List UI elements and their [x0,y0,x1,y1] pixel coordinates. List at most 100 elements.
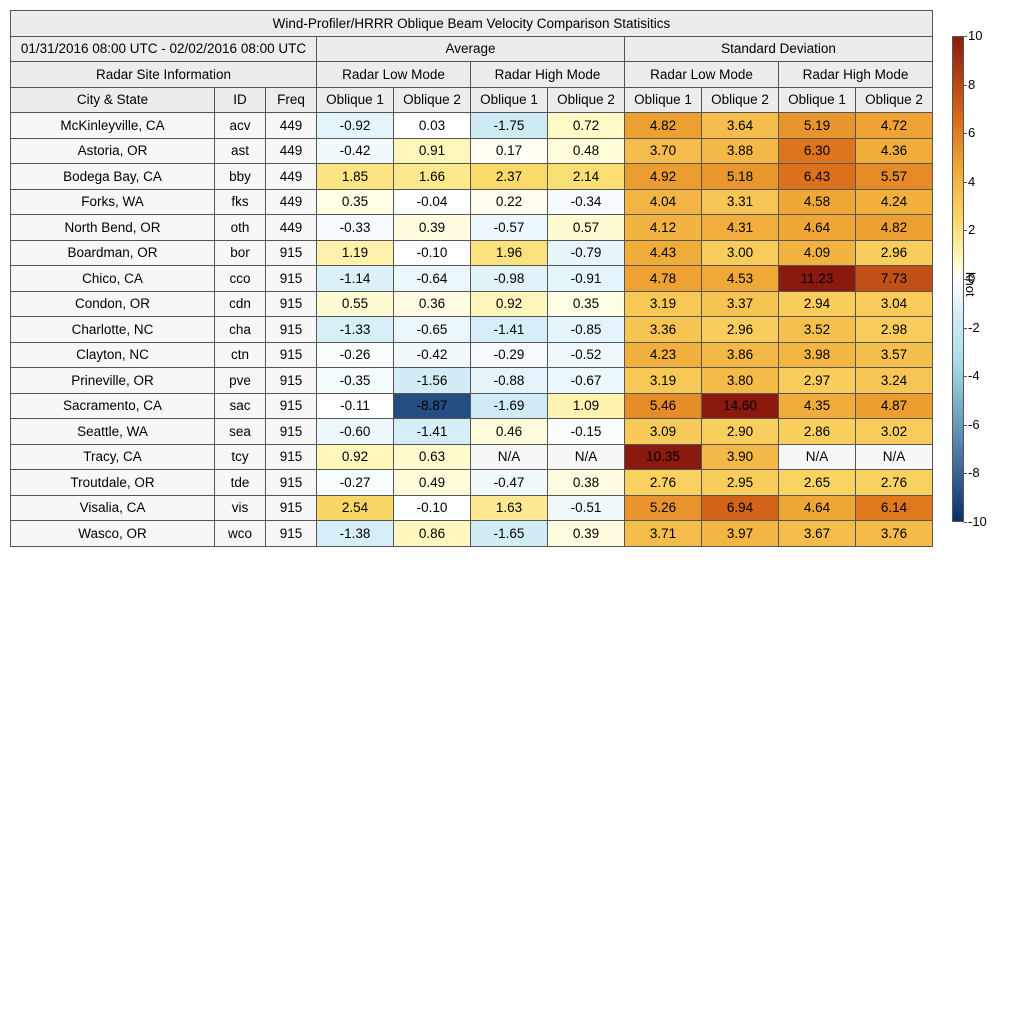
site-id: cco [214,265,266,292]
colorbar-tick-mark [964,522,967,523]
value-cell: 5.18 [701,163,779,190]
site-city: Astoria, OR [10,137,215,164]
value-cell: 10.35 [624,443,702,470]
site-freq: 915 [265,239,317,266]
value-cell: 4.43 [624,239,702,266]
value-cell: 4.87 [855,392,933,419]
col-header-std-low-ob2: Oblique 2 [701,86,779,113]
site-freq: 915 [265,316,317,343]
site-freq: 449 [265,112,317,139]
value-cell: 3.76 [855,520,933,547]
value-cell: 2.94 [778,290,856,317]
value-cell: 3.90 [701,443,779,470]
site-city: McKinleyville, CA [10,112,215,139]
value-cell: 0.63 [393,443,471,470]
value-cell: 2.97 [778,367,856,394]
table-body: McKinleyville, CA acv 449 -0.92 0.03 -1.75 0.7… [10,112,933,547]
value-cell: 0.55 [316,290,394,317]
std-high-mode-header: Radar High Mode [778,61,933,88]
value-cell: 5.46 [624,392,702,419]
colorbar [952,36,964,522]
site-freq: 915 [265,265,317,292]
colorbar-tick-label: -2 [968,319,980,335]
col-header-city: City & State [10,86,215,113]
colorbar-tick-label: -10 [968,514,987,529]
value-cell: -0.92 [316,112,394,139]
site-info-header: Radar Site Information [10,61,317,88]
site-city: Bodega Bay, CA [10,163,215,190]
value-cell: 2.14 [547,163,625,190]
value-cell: 4.58 [778,188,856,215]
value-cell: -8.87 [393,392,471,419]
colorbar-tick-mark [964,84,967,86]
value-cell: 3.88 [701,137,779,164]
value-cell: 0.39 [393,214,471,241]
colorbar-tick-mark [964,36,967,37]
table-row: Sacramento, CA sac 915 -0.11 -8.87 -1.69 1.09 5… [10,392,933,419]
site-freq: 915 [265,469,317,496]
value-cell: 4.64 [778,214,856,241]
value-cell: 0.91 [393,137,471,164]
site-city: Forks, WA [10,188,215,215]
col-header-std-high-ob1: Oblique 1 [778,86,856,113]
value-cell: 4.82 [855,214,933,241]
value-cell: 0.86 [393,520,471,547]
table-row: Charlotte, NC cha 915 -1.33 -0.65 -1.41 -0.85 3… [10,316,933,343]
value-cell: 6.43 [778,163,856,190]
site-city: Condon, OR [10,290,215,317]
value-cell: 4.82 [624,112,702,139]
site-city: Prineville, OR [10,367,215,394]
site-city: North Bend, OR [10,214,215,241]
value-cell: 4.78 [624,265,702,292]
site-id: sac [214,392,266,419]
colorbar-tick-label: -4 [968,368,980,384]
value-cell: N/A [778,443,856,470]
value-cell: N/A [470,443,548,470]
colorbar-tick-label: 6 [968,125,976,141]
value-cell: -1.56 [393,367,471,394]
value-cell: -0.15 [547,418,625,445]
site-city: Chico, CA [10,265,215,292]
value-cell: -0.52 [547,341,625,368]
value-cell: 3.71 [624,520,702,547]
value-cell: -0.79 [547,239,625,266]
value-cell: 5.57 [855,163,933,190]
value-cell: -0.42 [316,137,394,164]
value-cell: 11.23 [778,265,856,292]
std-low-mode-header: Radar Low Mode [624,61,779,88]
group-average-header: Average [316,35,625,62]
site-id: wco [214,520,266,547]
colorbar-tick-label: -8 [968,465,980,481]
site-city: Sacramento, CA [10,392,215,419]
site-freq: 915 [265,367,317,394]
table-title: Wind-Profiler/HRRR Oblique Beam Velocity… [10,10,933,37]
value-cell: 2.65 [778,469,856,496]
value-cell: 2.96 [855,239,933,266]
value-cell: -0.04 [393,188,471,215]
col-header-avg-high-ob2: Oblique 2 [547,86,625,113]
value-cell: 3.98 [778,341,856,368]
site-freq: 449 [265,137,317,164]
value-cell: -0.35 [316,367,394,394]
value-cell: 0.38 [547,469,625,496]
comparison-table: Wind-Profiler/HRRR Oblique Beam Velocity… [10,10,933,547]
value-cell: 4.12 [624,214,702,241]
value-cell: 5.19 [778,112,856,139]
value-cell: -1.38 [316,520,394,547]
value-cell: 0.17 [470,137,548,164]
site-id: oth [214,214,266,241]
site-city: Charlotte, NC [10,316,215,343]
colorbar-tick-mark [964,279,967,280]
table-row: Chico, CA cco 915 -1.14 -0.64 -0.98 -0.91 4.78 4… [10,265,933,292]
value-cell: 0.35 [316,188,394,215]
value-cell: 0.46 [470,418,548,445]
value-cell: -0.67 [547,367,625,394]
value-cell: -0.33 [316,214,394,241]
colorbar-tick-mark [964,133,967,135]
value-cell: 1.19 [316,239,394,266]
colorbar-tick-label: 2 [968,222,976,238]
site-city: Clayton, NC [10,341,215,368]
value-cell: 3.09 [624,418,702,445]
value-cell: 3.36 [624,316,702,343]
avg-high-mode-header: Radar High Mode [470,61,625,88]
